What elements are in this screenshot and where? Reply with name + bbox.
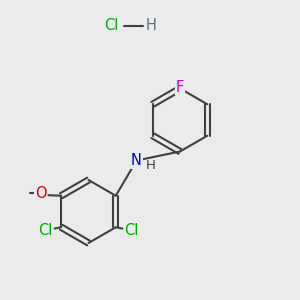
Text: H: H bbox=[146, 159, 156, 172]
Text: O: O bbox=[35, 186, 46, 201]
Text: Cl: Cl bbox=[124, 223, 139, 238]
Text: N: N bbox=[131, 153, 142, 168]
Text: F: F bbox=[176, 80, 184, 95]
Text: H: H bbox=[146, 18, 157, 33]
Text: Cl: Cl bbox=[104, 18, 118, 33]
Text: Cl: Cl bbox=[38, 223, 53, 238]
